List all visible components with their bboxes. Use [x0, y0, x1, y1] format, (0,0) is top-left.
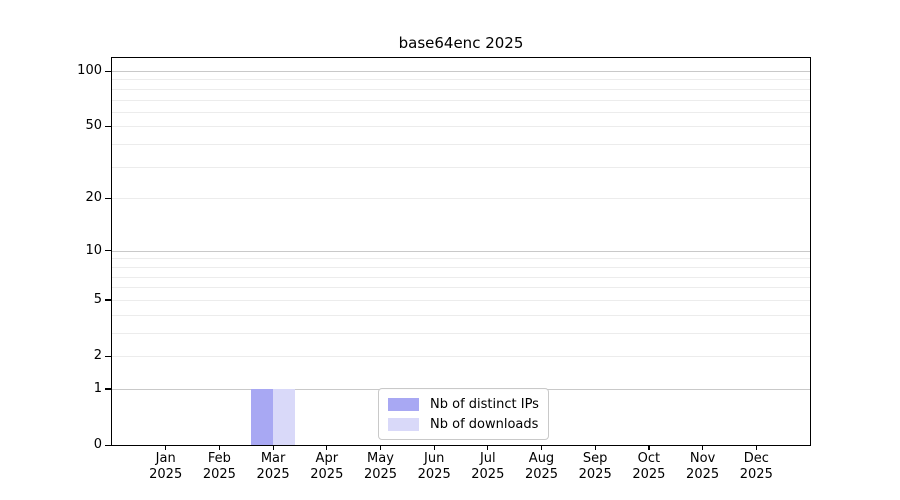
legend-label-downloads: Nb of downloads [430, 416, 539, 432]
gridline-y-20 [112, 198, 810, 200]
y-tick-mark-1 [105, 388, 111, 390]
y-tick-label-5: 5 [93, 291, 102, 307]
y-tick-label-20: 20 [85, 190, 102, 206]
y-tick-label-10: 10 [85, 242, 102, 258]
gridline-y-100 [112, 71, 810, 72]
y-tick-mark-2 [105, 355, 111, 357]
gridline-y-40 [112, 144, 810, 146]
x-tick-mark-apr [326, 445, 328, 450]
y-tick-mark-0 [105, 444, 111, 446]
x-tick-mark-jun [433, 445, 435, 450]
y-tick-mark-50 [105, 125, 111, 128]
x-tick-mark-jan [165, 445, 167, 450]
y-tick-label-2: 2 [93, 348, 102, 363]
x-tick-label-oct: Oct 2025 [632, 451, 666, 482]
gridline-y-70 [112, 99, 810, 101]
gridline-y-4 [112, 314, 810, 316]
x-tick-label-nov: Nov 2025 [686, 451, 720, 482]
gridline-y-5 [112, 299, 810, 301]
x-tick-label-dec: Dec 2025 [739, 451, 773, 482]
gridline-y-9 [112, 258, 810, 260]
y-tick-label-50: 50 [85, 118, 102, 134]
downloads-swatch-icon [388, 417, 419, 431]
y-tick-label-0: 0 [93, 437, 102, 452]
legend-item-distinct-ips: Nb of distinct IPs [388, 394, 539, 414]
x-tick-mark-oct [648, 445, 650, 450]
legend-label-distinct-ips: Nb of distinct IPs [430, 396, 539, 412]
gridline-y-10 [112, 250, 810, 252]
x-tick-mark-feb [218, 445, 221, 450]
gridline-y-7 [112, 276, 810, 278]
x-tick-label-may: May 2025 [363, 451, 398, 482]
x-tick-mark-aug [540, 445, 543, 450]
x-tick-mark-mar [272, 445, 274, 450]
x-tick-label-jun: Jun 2025 [417, 451, 451, 482]
x-tick-label-aug: Aug 2025 [524, 451, 559, 482]
x-tick-mark-jul [487, 445, 489, 450]
legend-item-downloads: Nb of downloads [388, 414, 539, 434]
gridline-y-80 [112, 88, 810, 90]
y-tick-mark-5 [105, 299, 111, 301]
y-tick-label-100: 100 [77, 63, 102, 78]
x-tick-label-feb: Feb 2025 [202, 451, 236, 482]
y-tick-mark-20 [105, 197, 111, 200]
x-tick-label-sep: Sep 2025 [578, 451, 612, 482]
gridline-y-3 [112, 332, 810, 334]
chart-title: base64enc 2025 [398, 34, 524, 52]
y-tick-label-1: 1 [93, 380, 102, 396]
y-tick-mark-100 [105, 70, 111, 72]
bar-nb-of-distinct-ips-mar-2025 [251, 388, 274, 445]
distinct-ips-swatch-icon [388, 397, 419, 411]
x-tick-mark-dec [755, 445, 757, 450]
gridline-y-2 [112, 356, 810, 357]
gridline-y-6 [112, 287, 810, 289]
gridline-y-8 [112, 266, 810, 268]
x-tick-label-apr: Apr 2025 [310, 451, 344, 482]
gridline-y-50 [112, 126, 810, 128]
y-tick-mark-10 [105, 250, 111, 252]
legend: Nb of distinct IPs Nb of downloads [378, 388, 549, 440]
x-tick-mark-sep [594, 445, 596, 450]
x-tick-label-mar: Mar 2025 [256, 451, 290, 482]
x-tick-label-jul: Jul 2025 [471, 451, 505, 482]
gridline-y-90 [112, 79, 810, 81]
bar-nb-of-downloads-mar-2025 [273, 388, 296, 445]
gridline-y-60 [112, 111, 810, 113]
x-tick-mark-may [379, 445, 382, 450]
x-tick-label-jan: Jan 2025 [149, 451, 183, 482]
gridline-y-30 [112, 166, 810, 168]
x-tick-mark-nov [702, 445, 704, 450]
plot-area [111, 57, 811, 446]
